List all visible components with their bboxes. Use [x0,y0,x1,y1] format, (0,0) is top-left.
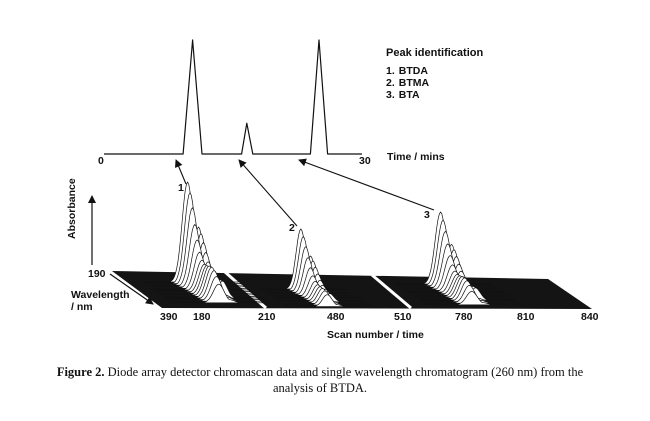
chromascan-3d-plot [112,181,592,310]
chromascan-peak-btda [141,181,270,304]
chromatogram-trace [104,39,362,155]
figure-caption: Figure 2. Diode array detector chromasca… [40,364,600,396]
peak-identification-heading: Peak identification [386,47,484,59]
chromascan-axes [88,195,154,305]
chromatogram-x-end: 30 [359,155,371,167]
absorbance-axis-label: Absorbance [66,178,78,239]
scan-tick-480: 480 [327,311,345,323]
wavelength-axis-unit: / nm [71,301,93,313]
scan-tick-840: 840 [581,311,599,323]
chromatogram-x-axis-label: Time / mins [387,151,445,163]
caption-figure-label: Figure 2. [56,365,105,379]
chromatogram-x-start: 0 [98,155,104,167]
scan-peak-label-1: 1 [178,182,184,194]
arrow-peak-1 [175,159,187,185]
chromascan-peak-btma [260,228,373,307]
spectrum-trace [286,294,373,307]
scan-tick-780: 780 [455,311,473,323]
segment-break-2 [371,273,412,310]
spectrum-trace [425,291,523,306]
wavelength-start-label: 190 [88,268,106,280]
scan-tick-210: 210 [258,311,276,323]
arrow-peak-3 [298,158,435,211]
wavelength-axis-label: Wavelength [71,289,130,301]
single-wavelength-chromatogram [104,39,362,155]
scan-tick-810: 810 [517,311,535,323]
scan-peak-label-2: 2 [289,222,295,234]
legend-item-btda: 1. BTDA [386,65,428,77]
legend-item-btma: 2. BTMA [386,77,430,89]
scan-axis-label: Scan number / time [327,329,424,341]
scan-tick-180: 180 [193,311,211,323]
spectrum-trace [172,283,270,304]
peak-identification-legend: Peak identification 1. BTDA 2. BTMA 3. BTA [386,47,483,101]
legend-item-bta: 3. BTA [386,89,420,101]
wavelength-end-label: 390 [160,311,178,323]
arrow-peak-2 [238,159,298,227]
caption-text: Diode array detector chromascan data and… [107,365,584,395]
wavelength-axis-arrow [109,273,154,305]
peak-correspondence-arrows [175,158,435,227]
chromascan-peak-bta [394,211,523,306]
scan-tick-510: 510 [394,311,412,323]
scan-peak-label-3: 3 [424,209,430,221]
